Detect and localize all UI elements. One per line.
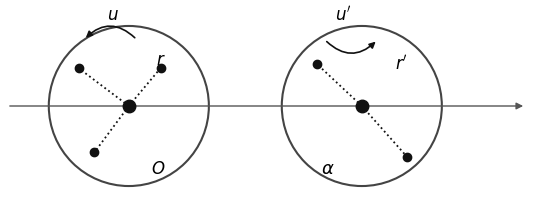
Text: O: O: [151, 160, 165, 178]
Text: $u'$: $u'$: [335, 6, 351, 25]
Text: $r'$: $r'$: [395, 54, 408, 73]
Text: $u$: $u$: [107, 6, 119, 24]
Text: $\alpha$: $\alpha$: [320, 160, 334, 178]
Text: $r$: $r$: [156, 51, 165, 69]
